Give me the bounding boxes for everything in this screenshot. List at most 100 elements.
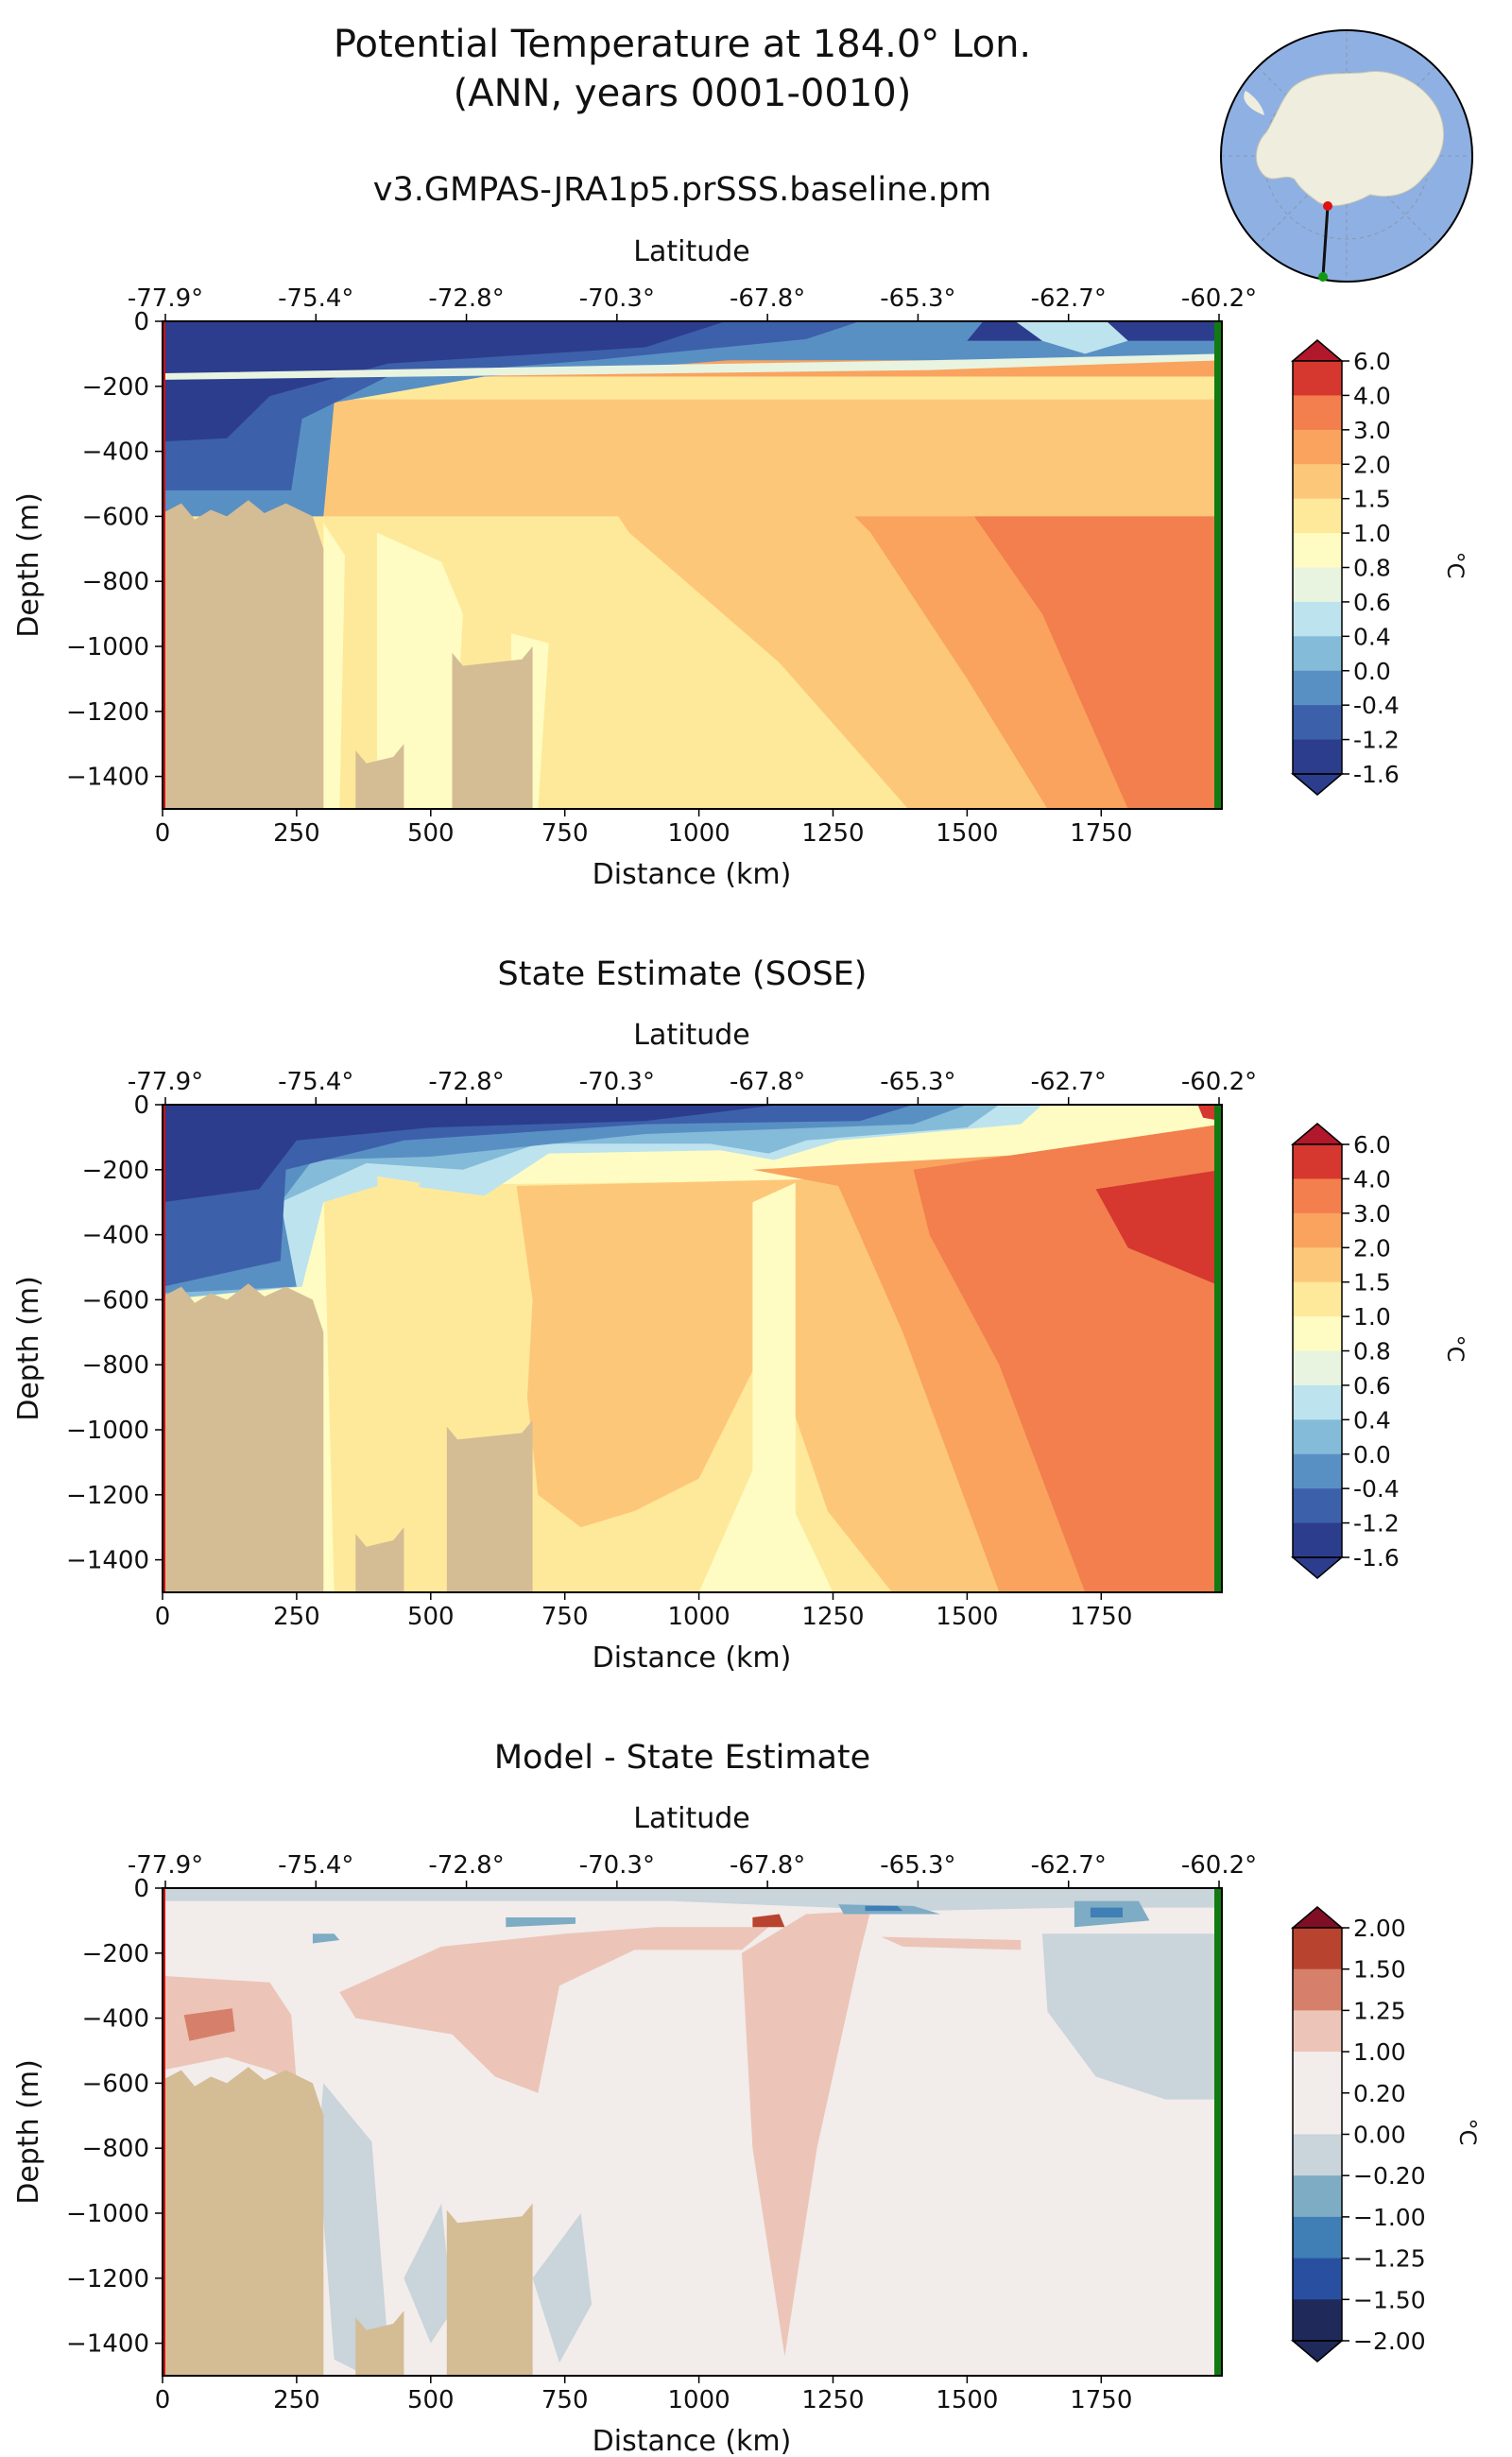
plot-area — [163, 321, 1222, 809]
colorbar-label: 1.50 — [1353, 1956, 1406, 1984]
land-ridge — [446, 1419, 533, 1592]
y-tick-label: −1000 — [66, 1417, 149, 1445]
panel-title: v3.GMPAS-JRA1p5.prSSS.baseline.pm — [373, 171, 992, 209]
temp-region — [163, 1105, 780, 1203]
x-tick-label: 0 — [155, 819, 171, 848]
lat-tick-label: -72.8° — [428, 1068, 504, 1096]
land-ridge — [355, 1527, 404, 1592]
y-tick-label: 0 — [133, 1091, 149, 1120]
lat-tick-label: -75.4° — [278, 284, 353, 313]
colorbar-label: 1.5 — [1353, 1269, 1391, 1297]
axis-ticks: 0 250 500 750 1000 1250 1500 1750 0 −200 −400 −600 −… — [66, 284, 1257, 848]
land-ridge — [452, 646, 533, 809]
colorbar-label: 2.0 — [1353, 1234, 1391, 1262]
lat-tick-label: -72.8° — [428, 284, 504, 313]
temp-region — [377, 1176, 421, 1242]
colorbar-label: 1.0 — [1353, 1303, 1391, 1331]
y-tick-label: −800 — [82, 2135, 149, 2163]
temp-region — [752, 1182, 796, 1576]
colorbar-label: 4.0 — [1353, 1165, 1391, 1193]
transect-end-marker — [1318, 272, 1328, 282]
colorbar-swatch — [1293, 636, 1342, 672]
lat-tick-label: -70.3° — [579, 1851, 655, 1880]
colorbar-label: 1.5 — [1353, 486, 1391, 513]
lat-tick-label: -75.4° — [278, 1851, 353, 1880]
colorbar-label: 4.0 — [1353, 382, 1391, 409]
colorbar-label: -1.2 — [1353, 1510, 1400, 1538]
y-tick-label: 0 — [133, 308, 149, 336]
colorbar: 2.00 1.50 1.25 1.00 0.20 0.00 −0.20 −1.00 −1.25 −… — [1290, 1906, 1426, 2362]
colorbar-swatch — [1293, 567, 1342, 603]
colorbar-swatch — [1293, 2216, 1342, 2259]
temp-region — [163, 1105, 914, 1287]
land-mask — [163, 2067, 324, 2376]
land-ridge — [446, 2203, 533, 2376]
lat-tick-label: -60.2° — [1181, 1068, 1257, 1096]
diff-region — [506, 1917, 576, 1928]
lat-tick-label: -60.2° — [1181, 1851, 1257, 1880]
colorbar-label: 3.0 — [1353, 417, 1391, 444]
panel-title: Model - State Estimate — [494, 1739, 870, 1777]
plot-area — [163, 1888, 1222, 2376]
colorbar-swatch — [1293, 1178, 1342, 1214]
y-tick-label: 0 — [133, 1875, 149, 1903]
diff-region — [339, 1927, 769, 2093]
plot-area — [163, 1105, 1222, 1592]
plot-frame — [162, 1887, 1223, 2377]
temp-region — [163, 321, 726, 442]
colorbar-swatch — [1293, 1453, 1342, 1489]
colorbar-swatch — [1293, 705, 1342, 741]
colorbar-label: 3.0 — [1353, 1200, 1391, 1228]
temp-region — [1015, 321, 1128, 354]
colorbar-label: −2.00 — [1353, 2328, 1426, 2355]
figure-title-line2: (ANN, years 0001-0010) — [454, 72, 912, 115]
colorbar-label: 0.8 — [1353, 555, 1391, 582]
colorbar-label: 0.00 — [1353, 2122, 1406, 2149]
colorbar-swatch — [1293, 533, 1342, 568]
colorbar-label: 0.6 — [1353, 589, 1391, 616]
colorbar-extend-top — [1290, 1123, 1345, 1145]
x-axis-label: Distance (km) — [593, 1641, 792, 1675]
land-ridge — [355, 2311, 404, 2376]
colorbar-label: 6.0 — [1353, 1131, 1391, 1159]
x-tick-label: 0 — [155, 2386, 171, 2414]
end-marker — [1214, 1105, 1222, 1592]
colorbar-label: 0.0 — [1353, 658, 1391, 685]
colorbar-swatch — [1293, 1488, 1342, 1524]
y-tick-label: −1000 — [66, 2200, 149, 2228]
y-tick-label: −400 — [82, 2005, 149, 2034]
colorbar-swatch — [1293, 1968, 1342, 2011]
lat-tick-label: -70.3° — [579, 284, 655, 313]
start-marker — [163, 321, 165, 809]
colorbar-label: 0.4 — [1353, 1406, 1391, 1434]
colorbar-label: 1.0 — [1353, 520, 1391, 547]
colorbar-swatch — [1293, 429, 1342, 465]
colorbar-unit-label: °C — [1454, 2119, 1481, 2146]
panel-model: v3.GMPAS-JRA1p5.prSSS.baseline.pm Latitu… — [12, 171, 1469, 891]
x-tick-label: 1500 — [936, 2386, 998, 2414]
x-tick-label: 1500 — [936, 1603, 998, 1631]
colorbar-label: 1.00 — [1353, 2038, 1406, 2066]
lat-tick-label: -77.9° — [128, 1068, 203, 1096]
antarctica-landmass — [1255, 71, 1445, 207]
axis-ticks: 0 250 500 750 1000 1250 1500 1750 0 −200 −400 −600 −… — [66, 1068, 1257, 1631]
temp-region — [323, 523, 345, 809]
colorbar-swatch — [1293, 601, 1342, 637]
end-marker — [1214, 1888, 1222, 2376]
colorbar-swatch — [1293, 2175, 1342, 2218]
y-tick-label: −200 — [82, 1940, 149, 1968]
colorbar-label: -0.4 — [1353, 692, 1400, 719]
colorbar-swatch — [1293, 1522, 1342, 1558]
panel-difference: Model - State Estimate Latitude 0 250 500 7… — [12, 1739, 1481, 2457]
colorbar-swatch — [1293, 1384, 1342, 1420]
diff-region — [881, 1936, 1022, 1950]
x-tick-label: 1250 — [801, 2386, 864, 2414]
colorbar-label: 2.0 — [1353, 451, 1391, 478]
colorbar-swatch — [1293, 498, 1342, 534]
panel-state-estimate: State Estimate (SOSE) Latitude 0 250 500 75… — [12, 955, 1469, 1675]
colorbar-swatch — [1293, 1419, 1342, 1455]
colorbar-unit-label: °C — [1442, 1335, 1469, 1363]
lat-tick-label: -65.3° — [880, 284, 955, 313]
lat-tick-label: -75.4° — [278, 1068, 353, 1096]
colorbar-label: 0.8 — [1353, 1338, 1391, 1366]
